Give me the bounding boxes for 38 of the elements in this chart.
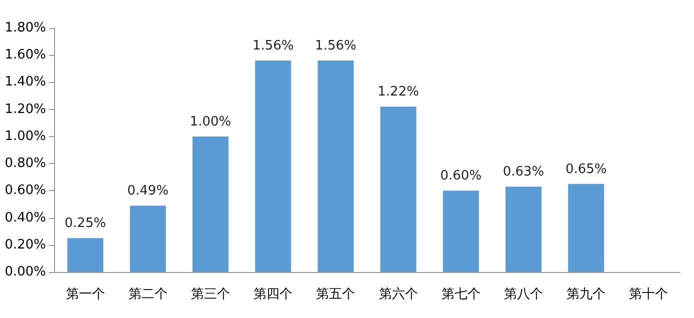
data-label: 0.49%: [127, 184, 169, 199]
x-tick-label: 第七个: [441, 287, 480, 302]
x-tick-label: 第二个: [128, 287, 168, 302]
y-tick-label: 1.00%: [4, 128, 46, 144]
x-tick-label: 第五个: [316, 287, 356, 302]
bar: [130, 206, 166, 272]
y-tick-label: 0.40%: [4, 210, 46, 226]
y-tick-label: 1.20%: [4, 102, 46, 117]
data-label: 0.65%: [565, 162, 607, 177]
y-tick-label: 0.00%: [4, 264, 46, 280]
data-label: 0.63%: [502, 164, 544, 180]
bar: [506, 186, 542, 272]
data-label: 1.56%: [252, 38, 294, 54]
bar: [318, 60, 354, 272]
y-tick-label: 0.60%: [4, 183, 46, 198]
y-tick-label: 1.80%: [4, 20, 46, 36]
y-tick-label: 0.80%: [4, 156, 46, 172]
x-tick-label: 第四个: [254, 287, 293, 302]
y-tick-label: 1.40%: [4, 74, 46, 90]
data-label: 1.22%: [378, 84, 419, 100]
x-tick-label: 第八个: [504, 287, 543, 302]
x-tick-label: 第三个: [191, 287, 230, 302]
bar: [442, 190, 479, 272]
data-label: 1.00%: [190, 114, 232, 130]
bar: [255, 60, 292, 272]
x-tick-label: 第六个: [378, 287, 418, 302]
data-label: 0.25%: [64, 216, 106, 232]
bar: [192, 136, 228, 272]
y-tick-label: 1.60%: [4, 48, 46, 63]
data-label: 0.60%: [440, 168, 482, 184]
bar: [67, 238, 104, 272]
bar: [568, 184, 604, 272]
y-tick-label: 0.20%: [4, 237, 46, 252]
data-label: 1.56%: [315, 38, 356, 54]
x-tick-label: 第十个: [629, 287, 668, 302]
x-tick-label: 第一个: [66, 287, 105, 302]
bar: [380, 106, 416, 272]
x-tick-label: 第九个: [566, 287, 606, 302]
